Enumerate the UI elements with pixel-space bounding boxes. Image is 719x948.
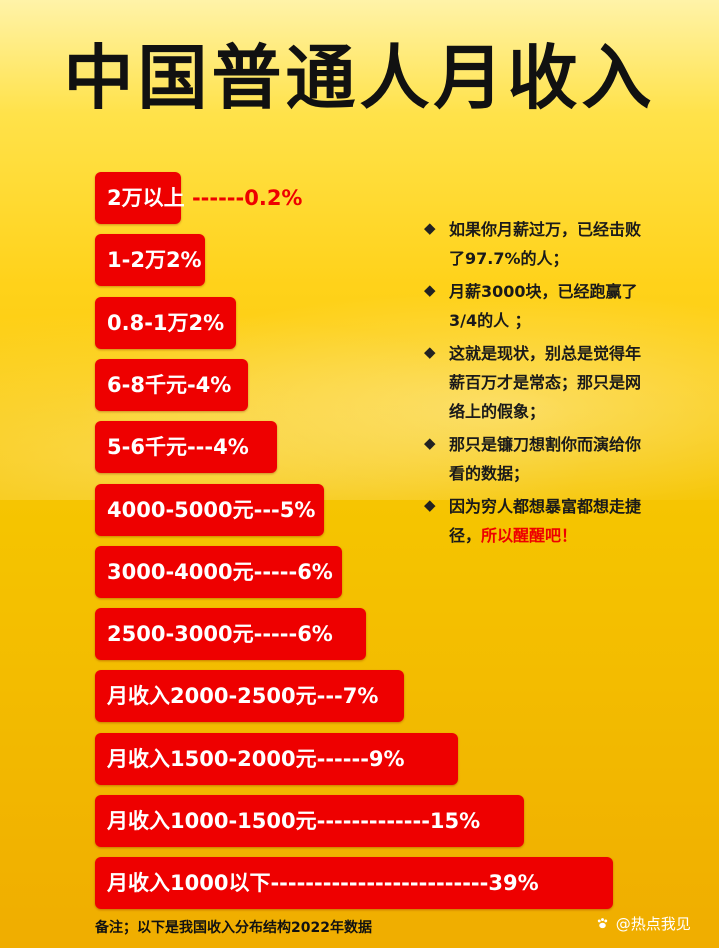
- income-bar-label: 月收入1000-1500元-------------15%: [107, 809, 481, 833]
- income-bar: [95, 608, 366, 660]
- income-bar: [95, 546, 342, 598]
- note-text: 这就是现状，别总是觉得年薪百万才是常态；那只是网络上的假象；: [449, 344, 642, 421]
- watermark-text: @热点我见: [615, 915, 691, 933]
- income-bar: [95, 359, 248, 411]
- income-bar-label: 3000-4000元-----6%: [107, 560, 333, 584]
- income-bar-label: 2万以上 ------0.2%: [107, 186, 303, 210]
- income-bar-label: 0.8-1万2%: [107, 311, 225, 335]
- income-bar: [95, 733, 458, 785]
- income-bar-label: 月收入1500-2000元------9%: [107, 747, 405, 771]
- note-item: ◆ 月薪3000块，已经跑赢了3/4的人 ；: [424, 277, 654, 335]
- income-bar-label: 2500-3000元-----6%: [107, 622, 333, 646]
- income-bar: [95, 234, 205, 286]
- note-item: ◆ 因为穷人都想暴富都想走捷径，所以醒醒吧！: [424, 492, 654, 550]
- note-text: 如果你月薪过万，已经击败了97.7%的人；: [449, 220, 642, 268]
- income-bar: [95, 484, 324, 536]
- notes-list: ◆ 如果你月薪过万，已经击败了97.7%的人； ◆ 月薪3000块，已经跑赢了3…: [424, 215, 654, 554]
- note-item: ◆ 如果你月薪过万，已经击败了97.7%的人；: [424, 215, 654, 273]
- diamond-bullet-icon: ◆: [424, 496, 436, 514]
- income-bar-label: 5-6千元---4%: [107, 435, 249, 459]
- income-bar: [95, 795, 524, 847]
- income-bar-label: 6-8千元-4%: [107, 373, 232, 397]
- income-bar-label: 4000-5000元---5%: [107, 498, 316, 522]
- income-bar: [95, 297, 236, 349]
- income-bar-label: 1-2万2%: [107, 248, 202, 272]
- page-title: 中国普通人月收入: [63, 37, 656, 119]
- income-bar-label: 月收入2000-2500元---7%: [107, 684, 379, 708]
- watermark: @热点我见: [596, 913, 691, 934]
- income-bar-label: 月收入1000以下-------------------------39%: [107, 871, 539, 895]
- note-item: ◆ 那只是镰刀想割你而演给你看的数据；: [424, 430, 654, 488]
- diamond-bullet-icon: ◆: [424, 281, 436, 299]
- diamond-bullet-icon: ◆: [424, 434, 436, 452]
- income-bar: [95, 172, 181, 224]
- paw-icon: [596, 915, 614, 933]
- income-bar: [95, 670, 404, 722]
- note-text: 因为穷人都想暴富都想走捷径，所以醒醒吧！: [449, 497, 642, 545]
- diamond-bullet-icon: ◆: [424, 219, 436, 237]
- diamond-bullet-icon: ◆: [424, 343, 436, 361]
- income-bar: [95, 421, 277, 473]
- note-text: 那只是镰刀想割你而演给你看的数据；: [449, 435, 642, 483]
- income-bar: [95, 857, 613, 909]
- note-text: 月薪3000块，已经跑赢了3/4的人 ；: [449, 282, 638, 330]
- note-item: ◆ 这就是现状，别总是觉得年薪百万才是常态；那只是网络上的假象；: [424, 339, 654, 426]
- footnote: 备注；以下是我国收入分布结构2022年数据: [95, 920, 372, 936]
